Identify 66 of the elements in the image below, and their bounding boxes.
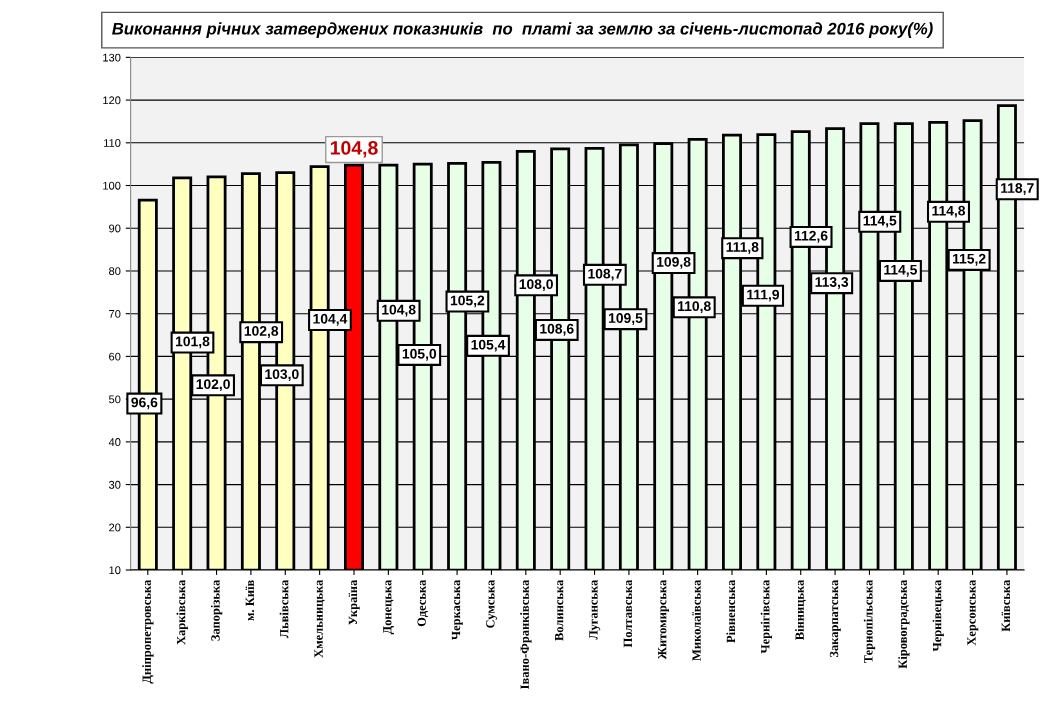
x-tick-label: Київська	[1001, 579, 1011, 632]
data-label: 96,6	[131, 397, 158, 410]
y-tick-label: 30	[108, 480, 121, 489]
x-tick-label: Запорізька	[210, 579, 223, 641]
data-label: 110,8	[678, 301, 711, 314]
data-label: 109,5	[608, 313, 643, 325]
x-tick-label: Дніпропетровська	[142, 579, 154, 684]
x-tick-label: Житомирська	[658, 579, 669, 660]
data-label: 109,8	[657, 256, 691, 269]
chart-title: Виконання річних затверджених показників по платі за землю за січень-листопад 2016 року(%)	[112, 22, 933, 38]
x-tick-label: Донецька	[383, 579, 395, 635]
data-label: 114,5	[863, 215, 897, 228]
data-label: 114,8	[932, 205, 966, 218]
y-tick-label: 50	[108, 395, 121, 404]
x-tick-label: Тернопільська	[863, 579, 876, 664]
x-tick-label: Черкаська	[451, 579, 463, 640]
x-tick-label: Сумська	[486, 579, 498, 628]
data-label: 115,2	[953, 253, 986, 266]
x-tick-label: Львівська	[279, 579, 289, 639]
y-tick-label: 90	[109, 224, 121, 233]
data-label: 102,0	[196, 379, 230, 392]
x-tick-label: Вінницька	[795, 579, 806, 641]
x-tick-label: Івано-Франківська	[520, 579, 532, 689]
data-label: 108,7	[588, 268, 622, 281]
x-tick-label: Чернігівська	[760, 579, 773, 654]
x-tick-label: Закарпатська	[829, 579, 841, 658]
data-label: 104,8	[382, 304, 416, 317]
y-tick-label: 10	[109, 566, 121, 575]
data-label: 101,8	[175, 336, 210, 349]
x-tick-label: Україна	[348, 579, 360, 625]
y-tick-label: 60	[109, 352, 121, 361]
x-tick-label: Рівненська	[726, 579, 736, 643]
y-tick-label: 110	[104, 139, 121, 147]
data-label: 114,5	[884, 264, 917, 277]
data-label: 105,0	[402, 348, 437, 361]
y-tick-label: 40	[108, 438, 121, 446]
data-label: 102,8	[244, 326, 279, 338]
x-tick-label: Волинська	[555, 579, 564, 641]
x-tick-label: м. Київ	[245, 580, 255, 621]
x-tick-label: Миколаївська	[692, 579, 701, 661]
y-tick-label: 120	[103, 96, 121, 105]
x-tick-label: Одеська	[417, 579, 428, 627]
x-tick-label: Полтавська	[623, 579, 633, 648]
data-label: 111,9	[747, 289, 780, 302]
data-label: 111,8	[726, 242, 759, 254]
x-tick-label: Чернівецька	[932, 579, 944, 652]
x-tick-label: Херсонська	[967, 579, 979, 646]
x-tick-label: Луганська	[589, 579, 601, 640]
data-label: 112,6	[794, 230, 828, 243]
x-tick-label: Хмельницька	[314, 579, 325, 658]
x-tick-label: Кіровоградська	[898, 579, 910, 669]
data-label: 104,4	[313, 313, 348, 326]
data-label: 108,6	[540, 323, 574, 336]
y-tick-label: 80	[109, 267, 121, 276]
y-tick-label: 130	[103, 53, 121, 62]
data-label: 118,7	[1001, 183, 1034, 195]
data-label: 104,8	[330, 141, 378, 158]
data-label: 108,0	[519, 279, 553, 292]
x-tick-label: Харківська	[176, 579, 188, 645]
y-tick-label: 70	[109, 309, 121, 318]
data-label: 105,2	[450, 295, 485, 308]
data-label: 105,4	[471, 339, 506, 352]
y-tick-label: 100	[103, 181, 121, 190]
y-tick-label: 20	[109, 523, 121, 532]
data-label: 103,0	[265, 369, 299, 382]
data-label: 113,3	[815, 277, 849, 289]
